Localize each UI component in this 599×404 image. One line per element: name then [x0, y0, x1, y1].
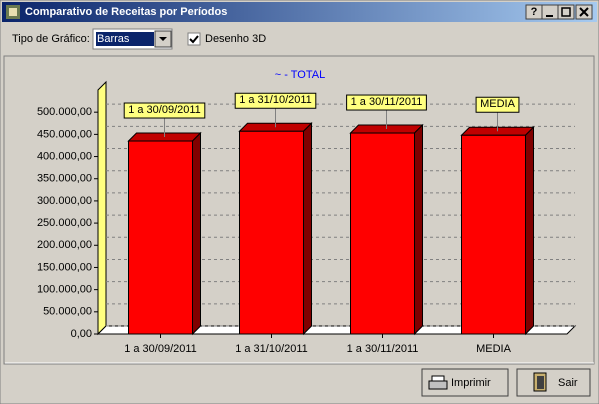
bar: [461, 134, 526, 335]
exit-icon: [533, 372, 547, 392]
three-d-checkbox[interactable]: [187, 32, 201, 46]
y-tick-label: 400.000,00: [37, 150, 92, 162]
chart-type-label: Tipo de Gráfico:: [12, 33, 90, 45]
side-wall: [97, 80, 107, 336]
y-tick-label: 150.000,00: [37, 261, 92, 273]
chart: ~ - TOTAL 0,00 50.000,00 100.000,00 150.000,…: [37, 69, 577, 355]
title-bar: [2, 2, 597, 22]
y-tick-label: 300.000,00: [37, 195, 92, 207]
x-tick-label: 1 a 30/11/2011: [347, 343, 419, 355]
x-tick-label: 1 a 30/09/2011: [124, 343, 197, 355]
chart-title: ~ - TOTAL: [275, 69, 325, 81]
callout-label: 1 a 30/11/2011: [351, 96, 423, 108]
bar-side: [414, 123, 423, 336]
close-icon: [579, 7, 589, 17]
y-tick-label: 500.000,00: [37, 106, 92, 118]
select-highlight: [96, 32, 154, 46]
print-button[interactable]: [421, 368, 509, 397]
window-buttons[interactable]: ?: [525, 4, 593, 20]
y-tick-label: 50.000,00: [43, 306, 92, 318]
bar-side: [303, 122, 312, 336]
callout-box: [123, 102, 206, 119]
y-tick-label: 450.000,00: [37, 128, 92, 140]
maximize-button[interactable]: [557, 4, 575, 20]
print-icon: [428, 375, 448, 390]
callout-label: 1 a 30/09/2011: [128, 104, 201, 116]
bar: [350, 132, 415, 335]
callout-box: [234, 92, 317, 109]
print-button-label: Imprimir: [451, 377, 491, 389]
maximize-icon: [561, 7, 571, 17]
window-title: Comparativo de Receitas por Períodos: [25, 6, 227, 18]
three-d-label: Desenho 3D: [205, 33, 266, 45]
exit-button-label: Sair: [558, 377, 578, 389]
callout-label: 1 a 31/10/2011: [239, 94, 312, 106]
x-tick-label: 1 a 31/10/2011: [235, 343, 308, 355]
bar: [128, 140, 193, 335]
callout-box: [475, 96, 520, 113]
callout-label: MEDIA: [480, 98, 516, 110]
help-button-label: ?: [531, 6, 538, 18]
chart-type-value: Barras: [97, 33, 130, 45]
y-tick-label: 350.000,00: [37, 173, 92, 185]
y-tick-label: 100.000,00: [37, 284, 92, 296]
bar-side: [525, 126, 534, 336]
y-tick-label: 200.000,00: [37, 239, 92, 251]
y-tick-label: 250.000,00: [37, 217, 92, 229]
bar-side: [192, 131, 201, 336]
bar: [239, 130, 304, 335]
y-tick-label: 0,00: [71, 328, 92, 340]
checkmark: [189, 35, 199, 44]
app-icon: [6, 5, 20, 19]
callout-box: [346, 94, 427, 111]
select-arrow: [159, 37, 167, 41]
x-tick-label: MEDIA: [476, 343, 512, 355]
exit-button[interactable]: [516, 368, 591, 397]
